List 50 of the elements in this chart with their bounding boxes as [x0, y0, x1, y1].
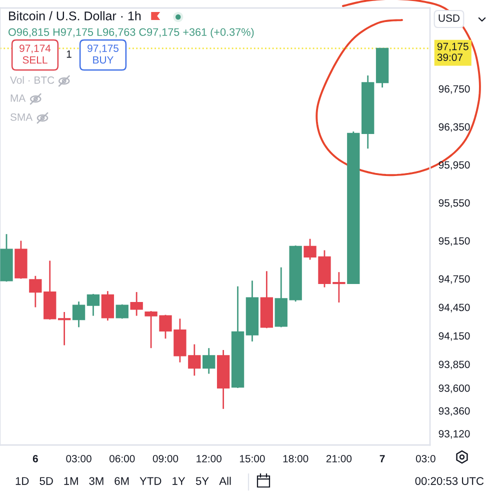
y-tick-label: 95,150	[438, 237, 470, 246]
annotation: 97,175 BUY	[88, 44, 118, 64]
text: 00:20:53 UTC	[415, 477, 484, 485]
y-axis-title: USD	[438, 14, 460, 22]
text: 5D	[40, 477, 53, 485]
x-tick-label: 7	[380, 455, 385, 462]
x-tick-label: 15:00	[240, 454, 265, 462]
y-tick-label: 93,120	[438, 430, 470, 439]
annotation: 1	[66, 50, 72, 58]
text: 3M	[89, 477, 104, 485]
text: 1M	[64, 477, 78, 485]
candlestick	[86, 293, 100, 316]
candlestick	[58, 311, 71, 346]
ref-line-label: 97,175 39:07	[437, 42, 468, 62]
y-tick-label: 95,950	[438, 161, 470, 170]
text: O96,815 H97,175 L96,763 C97,175 +361 (+0.37%)	[8, 28, 254, 38]
x-tick-label: 6	[32, 454, 38, 462]
candlestick	[130, 291, 143, 316]
y-tick-label: 93,850	[438, 360, 470, 370]
annotation: Vol · BTC	[10, 76, 54, 84]
annotation: MA	[10, 94, 26, 102]
candlestick	[202, 347, 216, 374]
candlestick	[101, 290, 114, 322]
y-tick-label: 94,750	[438, 275, 470, 284]
x-tick-label: 06:00	[110, 454, 135, 462]
x-tick-label: 18:00	[283, 454, 308, 462]
y-tick-label: 94,450	[438, 304, 470, 312]
y-tick-label: 93,360	[438, 407, 470, 416]
text: 5Y	[196, 477, 209, 485]
y-tick-label: 96,350	[438, 123, 470, 132]
x-tick-label: 09:00	[152, 454, 178, 462]
x-tick-label: 03:00	[66, 454, 92, 462]
text: 6M	[114, 477, 129, 485]
y-tick-label: 96,750	[438, 85, 470, 94]
x-tick-label: 03:0	[416, 454, 436, 462]
text: 1Y	[172, 477, 186, 485]
y-tick-label: 94,150	[438, 332, 470, 341]
x-tick-label: 12:00	[196, 454, 222, 462]
annotation: 97,174 SELL	[20, 44, 51, 64]
x-tick-label: 21:00	[326, 454, 352, 462]
candlestick	[72, 300, 86, 328]
y-tick-label: 95,550	[438, 199, 470, 208]
text: YTD	[140, 477, 162, 485]
candlestick	[116, 304, 128, 320]
candlestick	[29, 275, 42, 308]
chart-title: Bitcoin / U.S. Dollar · 1h	[9, 11, 141, 20]
text: All	[219, 476, 231, 485]
y-tick-label: 93,600	[438, 384, 470, 394]
annotation: SMA	[10, 113, 33, 121]
text: 1D	[16, 477, 29, 485]
